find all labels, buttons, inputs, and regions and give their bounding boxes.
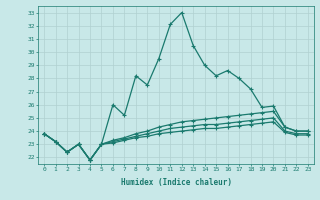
X-axis label: Humidex (Indice chaleur): Humidex (Indice chaleur) [121, 178, 231, 187]
